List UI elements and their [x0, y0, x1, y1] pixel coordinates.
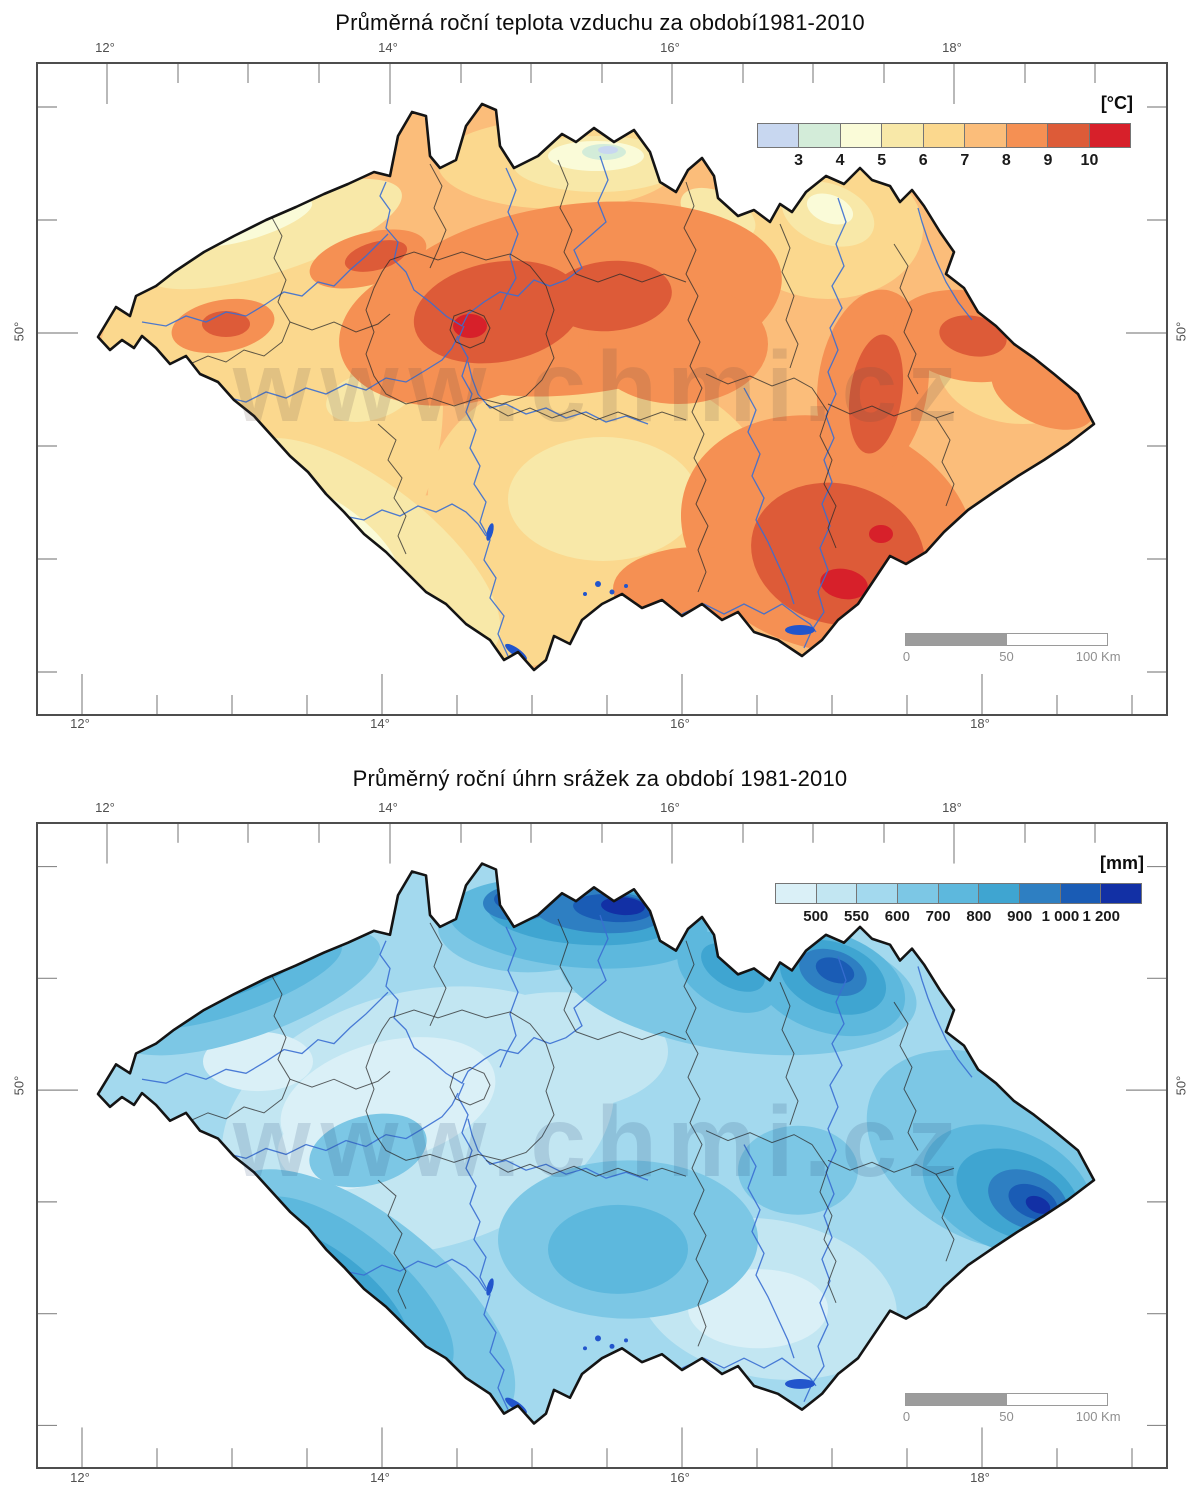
scale-label-mid: 50: [999, 649, 1014, 664]
axis-label-top: 18°: [942, 40, 962, 55]
scale-bar: 0 50 100 Km: [903, 1393, 1121, 1424]
axis-label-bottom: 18°: [970, 716, 990, 731]
legend-tick-labels: 3 4 5 6 7 8 9 10: [757, 148, 1131, 170]
legend-tick: 550: [844, 908, 870, 925]
legend-swatch: [1048, 124, 1090, 147]
axis-label-top: 16°: [660, 40, 680, 55]
axis-label-bottom: 12°: [70, 1470, 90, 1485]
temperature-map-frame: [36, 62, 1168, 716]
axis-label-bottom: 14°: [370, 1470, 390, 1485]
scale-bar-graphic: [905, 1393, 1108, 1406]
legend-tick: 600: [884, 908, 910, 925]
legend-tick: 1 000: [1041, 908, 1080, 925]
axis-label-bottom: 16°: [670, 716, 690, 731]
scale-label-start: 0: [902, 649, 911, 664]
legend-swatch: [1060, 884, 1102, 903]
legend-swatch: [816, 884, 858, 903]
axis-label-left: 50°: [11, 321, 27, 342]
legend-tick-labels: 500 550 600 700 800 900 1 000 1 200: [775, 904, 1142, 926]
legend-tick: 900: [1007, 908, 1033, 925]
axis-label-bottom: 14°: [370, 716, 390, 731]
legend-swatch: [857, 884, 899, 903]
scale-label-start: 0: [902, 1409, 911, 1424]
temperature-map: [38, 64, 1166, 714]
axis-label-bottom: 18°: [970, 1470, 990, 1485]
axis-label-top: 12°: [95, 40, 115, 55]
legend-unit-label: [mm]: [1100, 853, 1144, 873]
scale-bar-filled-half: [906, 634, 1007, 645]
legend-color-bar: [775, 883, 1142, 904]
precipitation-map-frame: [36, 822, 1168, 1469]
legend-swatch: [1020, 884, 1061, 903]
legend-swatch: [799, 124, 841, 147]
legend-tick: 5: [877, 152, 887, 169]
scale-bar-empty-half: [1006, 1394, 1107, 1405]
legend-tick: 6: [918, 152, 928, 169]
scale-label-end: 100 Km: [1075, 649, 1121, 664]
legend-tick: 4: [835, 152, 845, 169]
legend-tick: 8: [1001, 152, 1011, 169]
scale-bar: 0 50 100 Km: [903, 633, 1121, 664]
legend-swatch: [840, 124, 883, 147]
axis-label-bottom: 12°: [70, 716, 90, 731]
scale-bar-graphic: [905, 633, 1108, 646]
scale-bar-filled-half: [906, 1394, 1007, 1405]
legend-swatch: [1006, 124, 1049, 147]
legend-tick: 10: [1080, 152, 1099, 169]
precipitation-map: [38, 824, 1166, 1467]
precipitation-legend: [mm] 500 550 600 700 800 900 1 000 1 200: [775, 853, 1144, 925]
legend-swatch: [1101, 884, 1142, 903]
axis-label-top: 14°: [378, 800, 398, 815]
axis-label-top: 16°: [660, 800, 680, 815]
legend-swatch: [898, 884, 939, 903]
legend-tick: 1 200: [1082, 908, 1120, 925]
legend-swatch: [979, 884, 1021, 903]
legend-swatch: [776, 884, 817, 903]
legend-swatch: [938, 884, 980, 903]
legend-tick: 700: [925, 908, 951, 925]
legend-swatch: [882, 124, 924, 147]
legend-swatch: [1089, 124, 1130, 147]
legend-tick: 500: [803, 908, 829, 925]
legend-swatch: [965, 124, 1007, 147]
legend-swatch: [923, 124, 966, 147]
scale-label-end: 100 Km: [1075, 1409, 1121, 1424]
legend-color-bar: [757, 123, 1131, 148]
scale-label-mid: 50: [999, 1409, 1014, 1424]
axis-label-top: 12°: [95, 800, 115, 815]
precipitation-map-title: Průměrný roční úhrn srážek za období 198…: [352, 766, 848, 791]
legend-tick: 9: [1043, 152, 1053, 169]
axis-label-top: 18°: [942, 800, 962, 815]
axis-label-left: 50°: [11, 1075, 27, 1096]
axis-label-bottom: 16°: [670, 1470, 690, 1485]
axis-label-right: 50°: [1173, 1075, 1189, 1096]
axis-label-right: 50°: [1173, 321, 1189, 342]
temperature-legend: [°C] 3 4 5 6 7 8 9 10: [757, 93, 1133, 169]
axis-label-top: 14°: [378, 40, 398, 55]
legend-tick: 7: [960, 152, 970, 169]
temperature-map-title: Průměrná roční teplota vzduchu za období…: [335, 10, 865, 35]
legend-tick: 800: [966, 908, 992, 925]
legend-swatch: [758, 124, 800, 147]
legend-unit-label: [°C]: [1100, 93, 1133, 113]
legend-tick: 3: [794, 152, 803, 169]
scale-bar-empty-half: [1006, 634, 1107, 645]
